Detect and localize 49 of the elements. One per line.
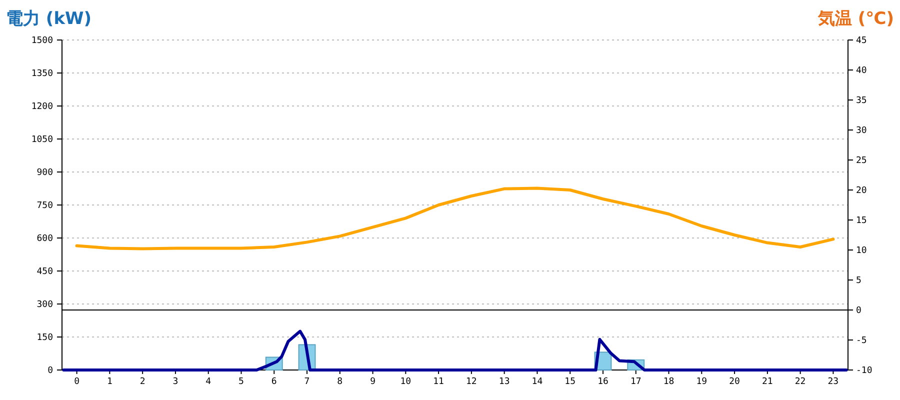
y2-tick-label: 40 bbox=[856, 66, 867, 76]
y-tick-label: 450 bbox=[36, 267, 53, 277]
y-tick-label: 1500 bbox=[31, 36, 53, 46]
y-tick-label: 750 bbox=[36, 201, 53, 211]
x-tick-label: 12 bbox=[466, 377, 477, 387]
x-tick-label: 7 bbox=[304, 377, 310, 387]
x-tick-label: 5 bbox=[238, 377, 244, 387]
x-tick-label: 11 bbox=[433, 377, 444, 387]
x-tick-label: 13 bbox=[498, 377, 510, 387]
x-tick-label: 10 bbox=[400, 377, 412, 387]
x-tick-label: 2 bbox=[140, 377, 146, 387]
y2-tick-label: 0 bbox=[856, 306, 862, 316]
y2-tick-label: 30 bbox=[856, 126, 867, 136]
y2-tick-label: 10 bbox=[856, 246, 867, 256]
x-tick-label: 14 bbox=[532, 377, 543, 387]
x-tick-label: 20 bbox=[729, 377, 740, 387]
y-tick-label: 300 bbox=[36, 300, 53, 310]
y2-tick-label: -5 bbox=[856, 336, 867, 346]
y2-tick-label: -10 bbox=[856, 366, 872, 376]
x-tick-label: 9 bbox=[370, 377, 376, 387]
x-tick-label: 18 bbox=[663, 377, 674, 387]
x-tick-label: 15 bbox=[564, 377, 576, 387]
x-tick-label: 6 bbox=[271, 377, 277, 387]
x-tick-label: 19 bbox=[696, 377, 708, 387]
y2-tick-label: 20 bbox=[856, 186, 867, 196]
x-tick-label: 8 bbox=[337, 377, 343, 387]
y-tick-label: 600 bbox=[36, 234, 53, 244]
y-axis-title: 電力 (kW) bbox=[6, 9, 92, 29]
y2-tick-label: 45 bbox=[856, 36, 867, 46]
y2-tick-label: 35 bbox=[856, 96, 867, 106]
y2-axis-title: 気温 (℃) bbox=[816, 9, 894, 29]
y-tick-label: 900 bbox=[36, 168, 53, 178]
y-tick-label: 1350 bbox=[31, 69, 53, 79]
y2-tick-label: 25 bbox=[856, 156, 867, 166]
x-tick-label: 21 bbox=[762, 377, 773, 387]
y-tick-label: 1200 bbox=[31, 102, 53, 112]
x-tick-label: 0 bbox=[74, 377, 80, 387]
x-tick-label: 4 bbox=[206, 377, 212, 387]
y-tick-label: 0 bbox=[48, 366, 53, 376]
y2-tick-label: 5 bbox=[856, 276, 862, 286]
x-tick-label: 3 bbox=[172, 377, 178, 387]
x-tick-label: 23 bbox=[828, 377, 839, 387]
y-tick-label: 1050 bbox=[31, 135, 53, 145]
x-tick-label: 16 bbox=[598, 377, 608, 387]
x-tick-label: 22 bbox=[794, 377, 806, 387]
x-tick-label: 17 bbox=[630, 377, 642, 387]
y2-tick-label: 15 bbox=[856, 216, 867, 226]
x-tick-label: 1 bbox=[106, 377, 112, 387]
y-tick-label: 150 bbox=[36, 333, 53, 343]
